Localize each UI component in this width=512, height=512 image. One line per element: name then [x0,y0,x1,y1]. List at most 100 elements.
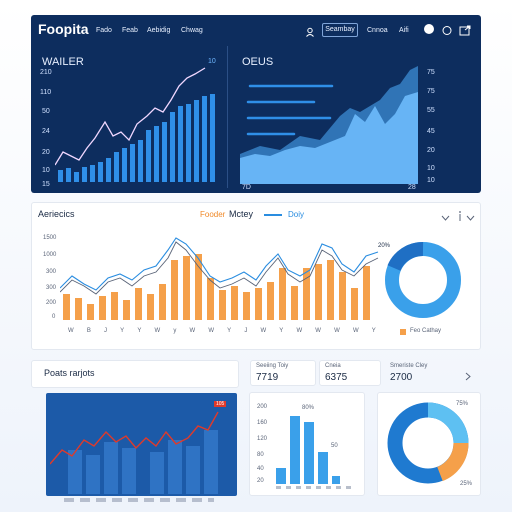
bar [63,294,70,320]
info-icon[interactable] [457,208,463,226]
nav-item-aebidig[interactable]: Aebidig [147,27,171,34]
y-tick: 10 [427,177,435,184]
bar [123,300,130,320]
panel-left-chart [55,67,215,182]
line-chart [50,411,219,494]
donut-percent-label: 20% [378,243,391,249]
bar [106,158,111,182]
x-tick: Y [120,328,125,334]
x-tick: W [296,328,303,334]
bar [159,284,166,320]
nav-item-feab[interactable]: Feab [122,27,138,34]
search-button[interactable]: Seambay [322,23,358,37]
panel-left-peak-label: 10 [208,58,216,65]
y-tick: 15 [42,181,50,188]
y-tick: 55 [427,107,435,114]
y-tick: 1500 [43,235,57,241]
panel-left-title: WAILER [42,56,84,68]
y-tick: 24 [42,128,50,135]
bar [147,294,154,320]
line-badge: 105 [214,401,227,407]
bar [104,442,118,494]
line-x-axis [64,498,214,502]
bar [171,260,178,320]
x-tick: W [154,328,161,334]
bar [98,162,103,182]
y-tick: 20 [257,478,264,484]
y-tick: 200 [257,404,268,410]
analytics-donut-chart [385,242,461,318]
y-tick: 75 [427,69,435,76]
bottom-donut-chart [387,402,469,484]
bar [82,167,87,182]
x-tick: J [104,328,107,334]
x-tick: Y [137,328,142,334]
chevron-right-icon[interactable] [465,368,471,386]
nav-link-aifi[interactable]: Aifi [399,27,409,34]
legend-swatch [400,329,406,335]
x-tick: W [68,328,74,334]
bar [255,288,262,320]
y-tick: 200 [46,300,57,306]
bar [74,172,79,182]
legend-fooder[interactable]: Fooder [200,210,226,219]
bar [195,254,202,320]
nav-item-fado[interactable]: Fado [96,27,112,34]
x-tick: y [173,328,177,334]
share-icon[interactable] [459,23,471,41]
y-tick: 10 [427,165,435,172]
x-tick: J [244,328,248,334]
y-tick: 20 [42,149,50,156]
bar [363,266,370,320]
donut-slice [427,402,469,444]
reports-title: Poats rarjots [44,368,95,378]
nav-link-cnnoa[interactable]: Cnnoa [367,27,388,34]
x-tick: W [260,328,267,334]
legend-mctey[interactable]: Mctey [229,209,254,219]
bar [267,282,274,320]
stat-card[interactable] [250,360,316,386]
bar [87,304,94,320]
panel-left [37,46,228,188]
bar [86,455,100,494]
bar [68,450,82,494]
x-tick: W [208,328,214,334]
bar-group [63,254,370,320]
bar [304,422,314,484]
bar [178,106,183,182]
donut-hole [400,257,446,303]
x-tick: Y [227,328,232,334]
chevron-down-icon[interactable] [466,209,475,227]
bar [111,292,118,320]
stat-value: 7719 [256,372,279,383]
bar [122,148,127,182]
bar [170,112,175,182]
bar [194,100,199,182]
x-tick: 28 [408,184,416,191]
chevron-down-icon[interactable] [441,209,450,227]
bar [58,170,63,182]
stat-value: 2700 [390,372,413,383]
y-tick: 300 [46,269,57,275]
help-icon[interactable] [442,23,452,41]
analytics-bar-line-chart [60,237,379,320]
x-tick: W [352,328,359,334]
nav-item-chwag[interactable]: Chwag [181,27,203,34]
analytics-title: Aeriecics [38,209,75,219]
bar [154,126,159,182]
app-logo[interactable]: Foopita [38,21,89,37]
x-tick: W [189,328,196,334]
stat-card[interactable] [319,360,381,386]
theme-toggle-icon[interactable] [424,24,434,34]
bar [202,96,207,182]
bar [130,144,135,182]
x-axis: W B J Y Y W y W W Y J W Y W W W W Y [68,328,376,334]
stat-value: 6375 [325,372,348,383]
user-icon[interactable] [305,24,315,37]
bar [231,286,238,320]
y-tick: 80 [257,452,264,458]
bar [204,430,218,494]
legend-doiy[interactable]: Doiy [288,210,305,219]
area-front [240,92,418,184]
y-tick: 210 [40,69,52,76]
